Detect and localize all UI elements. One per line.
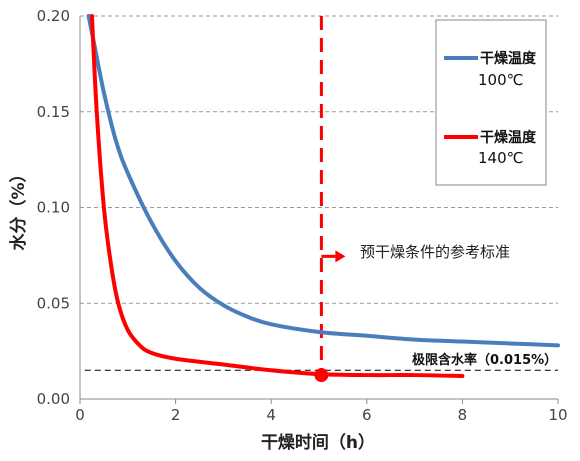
axes	[79, 16, 559, 404]
x-tick-label: 8	[458, 406, 468, 424]
series	[86, 14, 560, 383]
limit-moisture-label: 极限含水率（0.015%）	[412, 352, 557, 368]
legend-sub-140c: 140℃	[478, 149, 523, 167]
x-tick-label: 6	[362, 406, 372, 424]
legend-label-140c: 干燥温度	[480, 129, 537, 146]
x-tick-label: 0	[75, 406, 85, 424]
y-tick-label: 0.20	[37, 7, 70, 25]
tick-labels: 0.00 0.05 0.10 0.15 0.20 0 2 4 6 8 10	[37, 7, 568, 424]
x-tick-label: 10	[548, 406, 567, 424]
legend: 干燥温度 100℃ 干燥温度 140℃	[435, 19, 547, 186]
series-line-140c	[89, 14, 465, 379]
legend-box	[435, 19, 547, 186]
y-tick-label: 0.15	[37, 103, 70, 121]
series-line-100c	[86, 14, 560, 348]
reference-point-marker	[314, 368, 329, 383]
x-axis-title: 干燥时间（h）	[261, 432, 375, 453]
x-tick-label: 4	[266, 406, 276, 424]
legend-sub-100c: 100℃	[478, 71, 523, 89]
reference-lines	[84, 16, 558, 376]
y-axis-title: 水分（%）	[8, 165, 29, 250]
legend-label-100c: 干燥温度	[480, 50, 537, 67]
y-tick-label: 0.00	[37, 390, 70, 408]
grid	[80, 15, 558, 304]
y-tick-label: 0.10	[37, 199, 70, 217]
reference-condition-label: 预干燥条件的参考标准	[360, 243, 510, 261]
x-tick-label: 2	[171, 406, 181, 424]
reference-arrow-head	[335, 250, 346, 263]
y-tick-label: 0.05	[37, 294, 70, 312]
